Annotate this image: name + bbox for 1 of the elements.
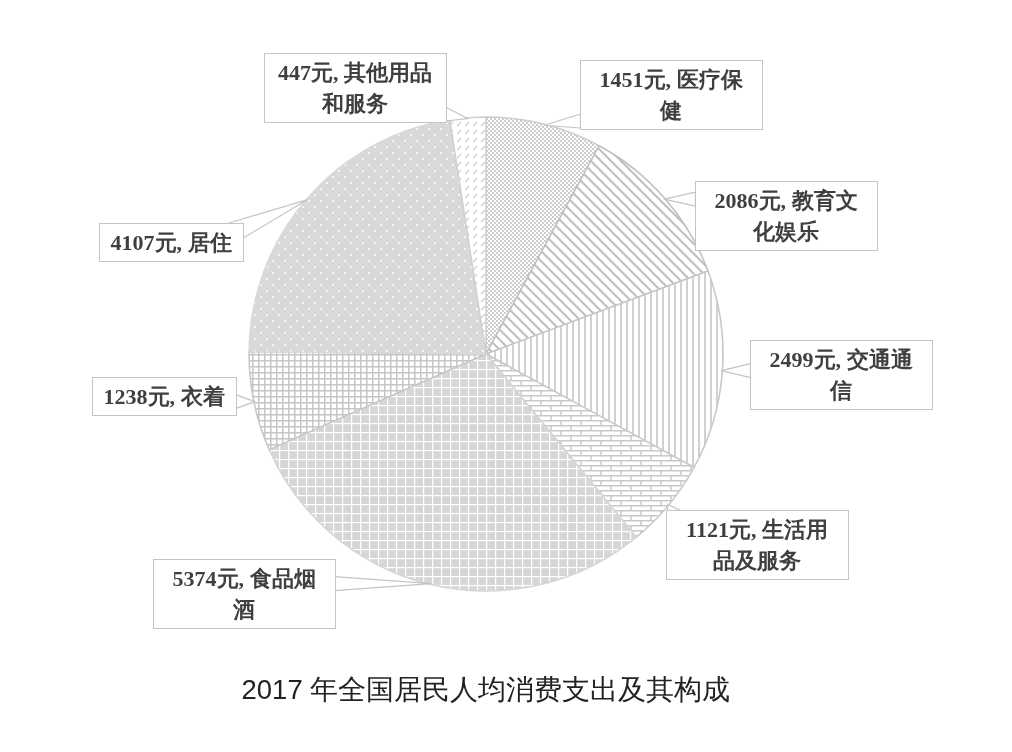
- title: 2017 年全国居民人均消费支出及其构成: [241, 674, 731, 706]
